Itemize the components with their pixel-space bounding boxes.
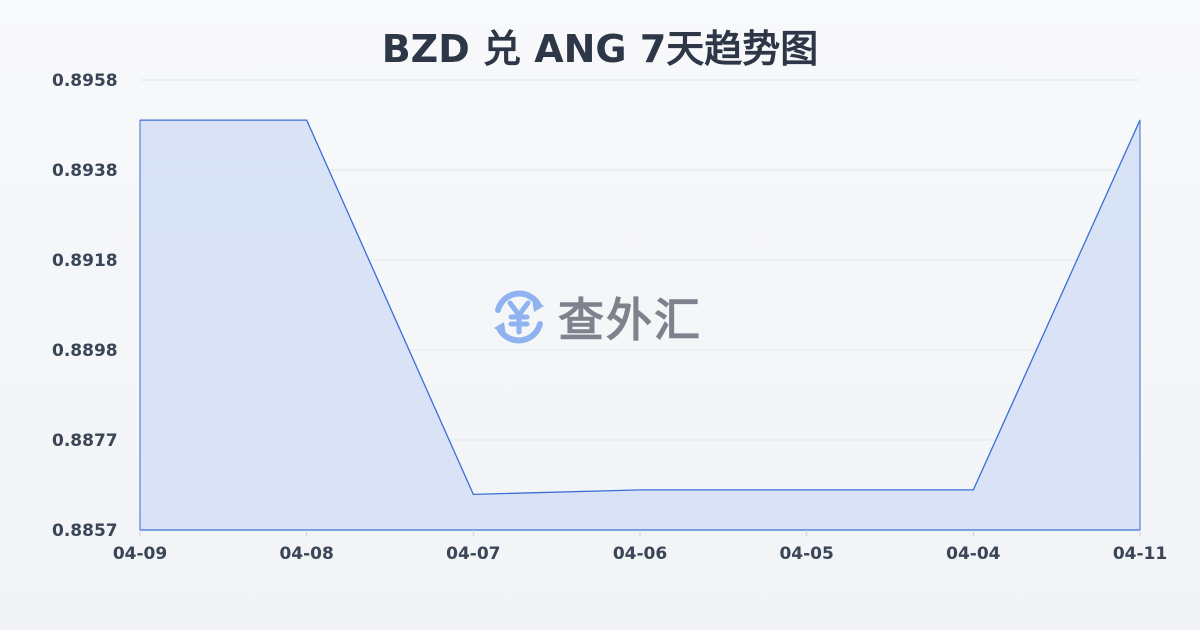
watermark-text: 查外汇	[558, 293, 702, 347]
data-point	[306, 119, 308, 121]
y-tick-label: 0.8938	[52, 161, 118, 181]
y-tick-label: 0.8898	[52, 341, 118, 361]
data-point	[806, 489, 808, 491]
chart-title: BZD 兑 ANG 7天趋势图	[381, 27, 819, 71]
yen-exchange-icon	[494, 290, 544, 344]
x-tick-label: 04-04	[946, 544, 1001, 564]
data-point	[472, 493, 474, 495]
data-point	[1139, 119, 1141, 121]
y-tick-label: 0.8877	[52, 431, 118, 451]
x-tick-label: 04-09	[113, 544, 167, 564]
y-tick-label: 0.8857	[52, 521, 118, 541]
watermark: 查外汇	[488, 284, 702, 350]
x-tick-label: 04-05	[779, 544, 833, 564]
data-point	[972, 489, 974, 491]
x-tick-label: 04-07	[446, 544, 500, 564]
y-tick-label: 0.8918	[52, 251, 118, 271]
area-fill	[140, 120, 1140, 531]
y-tick-label: 0.8958	[52, 71, 118, 91]
x-tick-label: 04-06	[613, 544, 667, 564]
data-point	[139, 119, 141, 121]
x-tick-label: 04-11	[1113, 544, 1167, 564]
x-tick-label: 04-08	[279, 544, 333, 564]
data-point	[639, 489, 641, 491]
